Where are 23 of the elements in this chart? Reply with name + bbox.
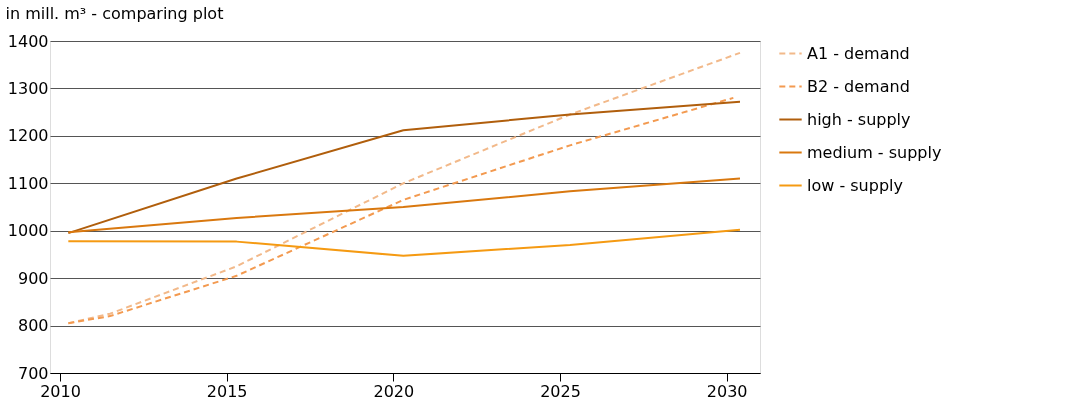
line-series [67,96,735,325]
x-tick-label: 2030 [706,381,748,401]
x-tick-label: 2010 [40,381,81,401]
legend-label: low - supply [807,175,903,195]
legend-label: high - supply [807,109,911,129]
y-tick-label: 900 [17,268,49,288]
y-axis-title: in mill. m³ - comparing plot [5,3,224,23]
legend-label: medium - supply [807,142,942,162]
y-tick-label: 700 [17,363,49,383]
line-series [67,228,741,257]
x-tick-label: 2020 [373,381,415,401]
line-series [67,177,741,234]
y-tick-label: 1000 [7,221,49,241]
y-tick-label: 1400 [7,31,49,51]
x-tick-label: 2015 [206,381,248,401]
legend-label: A1 - demand [807,43,910,63]
line-series [67,100,741,235]
y-tick-label: 1300 [7,78,49,98]
legend-label: B2 - demand [807,76,910,96]
y-tick-label: 800 [17,316,49,336]
y-tick-label: 1200 [7,126,49,146]
x-tick-label: 2025 [540,381,581,401]
y-tick-label: 1100 [7,173,49,193]
